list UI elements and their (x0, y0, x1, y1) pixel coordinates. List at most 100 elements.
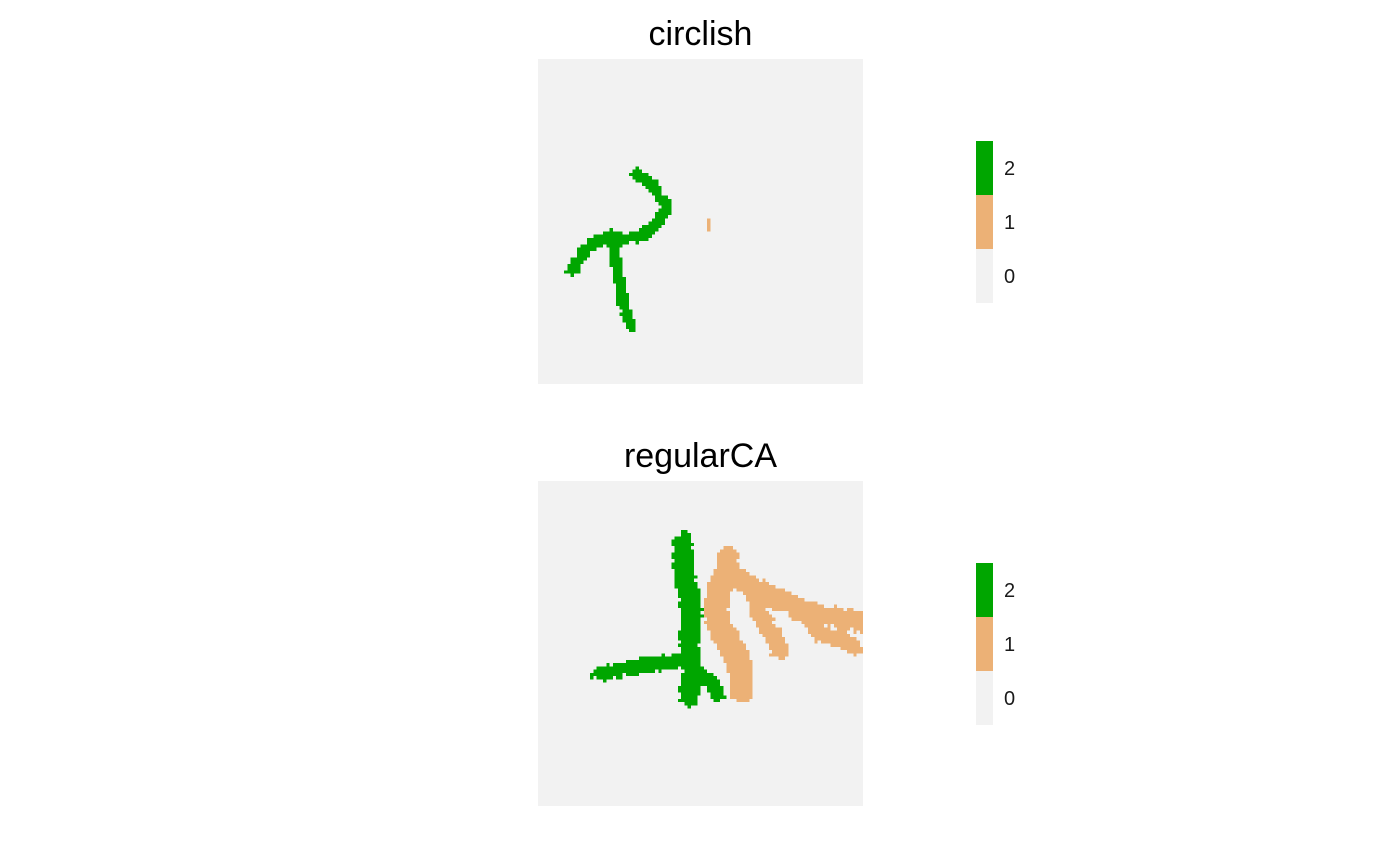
raster-cell-2 (690, 572, 695, 576)
raster-cell-1 (755, 591, 760, 595)
raster-cell-1 (726, 630, 730, 634)
raster-cell-1 (830, 620, 834, 625)
raster-cell-1 (798, 607, 802, 612)
raster-cell-1 (775, 591, 779, 595)
raster-cell-2 (687, 620, 691, 625)
raster-cell-1 (726, 611, 730, 615)
raster-cell-1 (759, 617, 763, 621)
raster-cell-2 (694, 689, 698, 693)
raster-cell-2 (570, 257, 574, 261)
raster-cell-1 (713, 578, 717, 582)
raster-cell-2 (635, 179, 639, 183)
raster-cell-1 (801, 620, 805, 625)
raster-cell-1 (733, 669, 737, 673)
raster-cell-2 (681, 585, 685, 589)
raster-cell-2 (681, 620, 685, 625)
raster-cell-1 (733, 565, 737, 569)
raster-cell-2 (612, 247, 617, 251)
raster-cell-1 (716, 640, 721, 644)
raster-cell-1 (736, 669, 740, 673)
raster-cell-1 (859, 617, 863, 621)
raster-cell-2 (684, 575, 688, 579)
raster-cell-2 (690, 601, 695, 605)
raster-cell-2 (596, 672, 600, 677)
raster-cell-2 (687, 601, 691, 605)
raster-cell-2 (590, 237, 594, 242)
raster-cell-2 (677, 572, 682, 576)
raster-cell-1 (713, 633, 717, 638)
raster-cell-2 (694, 656, 698, 660)
raster-cell-2 (671, 555, 675, 560)
raster-cell-2 (635, 241, 639, 245)
raster-cell-1 (749, 594, 753, 599)
raster-cell-2 (616, 254, 620, 258)
raster-cell-1 (742, 643, 747, 647)
raster-cell-1 (720, 559, 724, 563)
raster-cell-2 (687, 607, 691, 612)
raster-cell-1 (785, 598, 789, 602)
raster-cell-2 (625, 312, 630, 316)
raster-cell-1 (726, 552, 730, 556)
raster-cell-1 (733, 555, 737, 560)
raster-cell-2 (684, 650, 688, 654)
raster-cell-1 (703, 604, 708, 608)
raster-cell-2 (687, 594, 691, 599)
raster-cell-1 (814, 614, 818, 618)
raster-cell-1 (772, 624, 776, 628)
raster-cell-1 (775, 601, 779, 605)
raster-cell-1 (772, 637, 776, 641)
raster-cell-1 (830, 637, 834, 641)
raster-cell-1 (840, 627, 844, 631)
raster-cell-2 (661, 202, 665, 206)
raster-cell-1 (775, 650, 779, 654)
raster-cell-2 (690, 581, 695, 586)
raster-cell-1 (733, 552, 737, 556)
raster-cell-2 (632, 666, 636, 670)
raster-cell-1 (723, 594, 727, 599)
raster-cell-1 (736, 552, 740, 556)
raster-cell-1 (703, 614, 708, 618)
raster-cell-2 (681, 672, 685, 677)
raster-cell-2 (645, 666, 649, 670)
raster-cell-1 (830, 640, 834, 644)
raster-cell-2 (684, 549, 688, 553)
raster-cell-1 (765, 594, 769, 599)
raster-cell-1 (752, 585, 756, 589)
raster-cell-1 (713, 598, 717, 602)
raster-cell-1 (762, 630, 766, 634)
raster-cell-2 (661, 659, 665, 664)
raster-cell-1 (729, 575, 734, 579)
raster-cell-1 (749, 604, 753, 608)
raster-cell-1 (710, 620, 714, 625)
raster-cell-2 (681, 581, 685, 586)
raster-cell-2 (697, 604, 701, 608)
raster-cell-1 (746, 676, 750, 680)
raster-cell-2 (629, 666, 633, 670)
raster-cell-2 (684, 685, 688, 690)
raster-cell-2 (690, 692, 695, 696)
raster-cell-2 (642, 172, 646, 177)
raster-cell-1 (814, 604, 818, 608)
raster-cell-2 (681, 568, 685, 573)
raster-cell-2 (619, 280, 623, 284)
raster-cell-2 (632, 176, 636, 180)
raster-cell-1 (785, 607, 789, 612)
raster-cell-1 (772, 633, 776, 638)
raster-cell-1 (811, 614, 815, 618)
raster-cell-2 (603, 234, 607, 238)
raster-cell-1 (736, 572, 740, 576)
raster-cell-1 (729, 549, 734, 553)
raster-cell-2 (616, 273, 620, 277)
raster-cell-1 (739, 672, 743, 677)
raster-cell-1 (837, 637, 841, 641)
raster-cell-2 (694, 692, 698, 696)
raster-cell-1 (720, 614, 724, 618)
raster-cell-1 (723, 614, 727, 618)
raster-cell-2 (674, 578, 678, 582)
raster-cell-1 (846, 637, 851, 641)
raster-cell-1 (820, 607, 825, 612)
raster-cell-1 (781, 640, 786, 644)
raster-cell-1 (811, 624, 815, 628)
raster-cell-1 (733, 637, 737, 641)
raster-cell-1 (762, 620, 766, 625)
